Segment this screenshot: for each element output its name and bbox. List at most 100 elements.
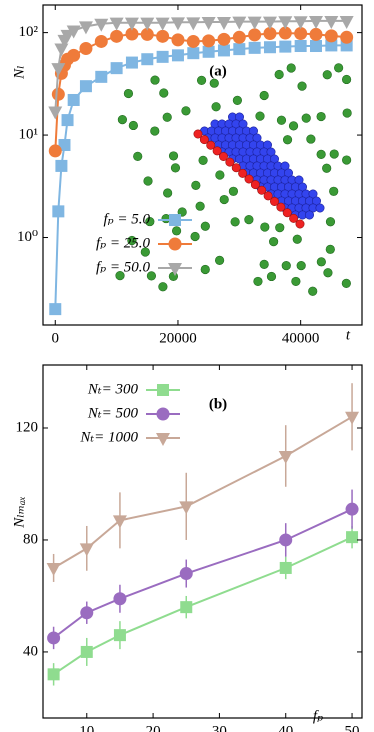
particle [238, 168, 248, 178]
data-point [248, 28, 262, 42]
legend-marker [168, 237, 182, 251]
y-tick-label: 10⁰ [17, 229, 38, 245]
data-point [52, 205, 65, 218]
data-point [346, 531, 359, 544]
data-point [112, 515, 127, 529]
particle [244, 174, 254, 184]
particle [292, 234, 302, 244]
data-point [339, 15, 354, 29]
data-point [325, 39, 338, 52]
y-tick-label: 10¹ [19, 127, 39, 143]
data-point [278, 450, 293, 464]
particle [316, 257, 326, 267]
data-point [345, 502, 359, 516]
particle [296, 260, 306, 271]
data-point [232, 30, 246, 44]
x-tick-label: 10 [79, 723, 94, 732]
particle [225, 157, 235, 167]
particle [306, 134, 316, 144]
particle [162, 112, 172, 122]
particle [329, 149, 339, 159]
data-point [187, 47, 200, 60]
x-axis-label: fₚ [313, 708, 323, 724]
particle [212, 146, 222, 156]
particle [190, 231, 200, 242]
data-point [309, 40, 322, 53]
particle [198, 155, 208, 165]
x-tick-label: 50 [345, 723, 360, 732]
data-point [124, 17, 139, 31]
particle [215, 170, 225, 180]
data-point [170, 17, 185, 31]
data-point [171, 49, 184, 62]
particle [163, 188, 173, 198]
particle [266, 271, 277, 282]
data-point [78, 21, 93, 35]
data-point [186, 17, 201, 31]
data-point [49, 303, 62, 316]
particle [143, 176, 153, 186]
data-point [202, 45, 215, 58]
particle [342, 108, 352, 118]
data-point [279, 40, 292, 53]
particle [159, 88, 169, 98]
particle [145, 216, 155, 227]
particle [209, 78, 219, 88]
legend-marker [157, 384, 169, 396]
data-point [232, 16, 247, 30]
data-point [79, 543, 94, 557]
data-point [66, 25, 81, 39]
data-point [110, 62, 123, 75]
data-point [309, 27, 323, 41]
data-point [156, 50, 169, 63]
particle [276, 115, 287, 125]
data-point [179, 567, 193, 581]
data-point [233, 43, 246, 56]
x-tick-label: 0 [52, 330, 60, 346]
particle [140, 247, 150, 257]
data-point [94, 34, 108, 48]
particle [117, 115, 127, 125]
data-point [324, 29, 338, 43]
data-point [324, 15, 339, 29]
particle [168, 151, 179, 161]
particle [276, 202, 286, 212]
y-axis-label: Nₗ [11, 65, 27, 80]
particle [123, 88, 134, 99]
particle [191, 180, 201, 190]
legend-marker [169, 214, 181, 226]
particle [170, 163, 181, 173]
particle [281, 261, 291, 271]
particle [315, 203, 325, 213]
data-point [217, 32, 231, 46]
series-line [52, 508, 353, 639]
legend-label: fₚ = 50.0 [96, 259, 151, 275]
particle [257, 185, 267, 195]
particle [133, 151, 143, 161]
data-point [179, 501, 194, 515]
particle [219, 194, 229, 205]
particle [288, 121, 299, 131]
data-point [79, 41, 93, 55]
particle [274, 69, 284, 80]
particle [168, 271, 179, 281]
data-point [141, 53, 154, 66]
data-point [51, 87, 65, 101]
data-point [47, 668, 60, 681]
data-point [279, 561, 292, 574]
legend-marker [168, 263, 182, 276]
particle [275, 223, 285, 233]
particle [316, 111, 326, 122]
data-point [51, 63, 66, 77]
data-point [248, 41, 261, 54]
data-point [156, 29, 170, 43]
data-point [186, 34, 200, 48]
data-point [216, 16, 231, 30]
particle [325, 244, 335, 254]
data-point [140, 17, 155, 31]
particle [200, 264, 210, 275]
particle [341, 278, 351, 288]
particle [115, 271, 125, 281]
legend-label: Nₜ= 300 [87, 381, 139, 397]
particle [146, 271, 157, 281]
